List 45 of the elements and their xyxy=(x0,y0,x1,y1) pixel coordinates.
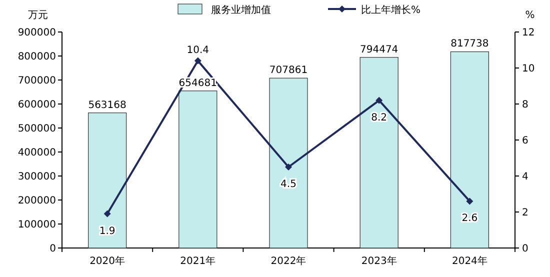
y2-tick-label: 12 xyxy=(522,28,535,38)
x-tick-label: 2021年 xyxy=(180,255,216,267)
data-label: 817738 xyxy=(450,38,489,50)
bar xyxy=(450,51,489,248)
y2-axis-title: % xyxy=(525,10,535,21)
y-tick-label: 100000 xyxy=(18,220,56,230)
y-tick-label: 700000 xyxy=(18,76,56,86)
point xyxy=(466,198,474,205)
y2-tick-label: 8 xyxy=(522,100,528,110)
point xyxy=(104,210,111,218)
x-tick-label: 2020年 xyxy=(90,255,126,267)
legend-label: 服务业增加值 xyxy=(211,4,271,16)
y2-tick-label: 2 xyxy=(522,208,528,218)
y2-tick-label: 10 xyxy=(522,64,535,74)
data-label: 10.4 xyxy=(186,44,210,56)
legend-label: 比上年增长% xyxy=(361,4,421,16)
data-label: 2.6 xyxy=(462,213,478,224)
data-label: 4.5 xyxy=(280,179,296,190)
y-tick-label: 800000 xyxy=(18,52,56,62)
data-label: 707861 xyxy=(269,65,308,76)
point xyxy=(194,57,202,64)
data-label: 563168 xyxy=(88,100,126,111)
data-label: 1.9 xyxy=(99,226,116,237)
y-tick-label: 900000 xyxy=(18,28,56,38)
x-tick-label: 2022年 xyxy=(270,255,306,267)
x-tick-label: 2024年 xyxy=(452,255,488,267)
y-tick-label: 500000 xyxy=(18,124,56,134)
data-label: 794474 xyxy=(360,44,398,56)
y-tick-label: 0 xyxy=(50,244,56,254)
bar xyxy=(88,112,127,248)
y-tick-label: 400000 xyxy=(18,148,56,158)
y-tick-label: 300000 xyxy=(18,172,56,182)
bar xyxy=(178,90,218,248)
y-tick-label: 600000 xyxy=(18,100,56,110)
y-axis-title: 万元 xyxy=(28,10,48,21)
y2-tick-label: 0 xyxy=(522,244,528,254)
bar xyxy=(269,78,308,248)
point xyxy=(376,96,383,104)
point xyxy=(285,164,292,170)
y2-tick-label: 4 xyxy=(522,172,528,182)
bar xyxy=(360,57,398,248)
y-tick-label: 200000 xyxy=(18,196,56,206)
y2-tick-label: 6 xyxy=(522,136,528,146)
x-tick-label: 2023年 xyxy=(361,255,397,267)
data-label: 8.2 xyxy=(371,112,388,124)
